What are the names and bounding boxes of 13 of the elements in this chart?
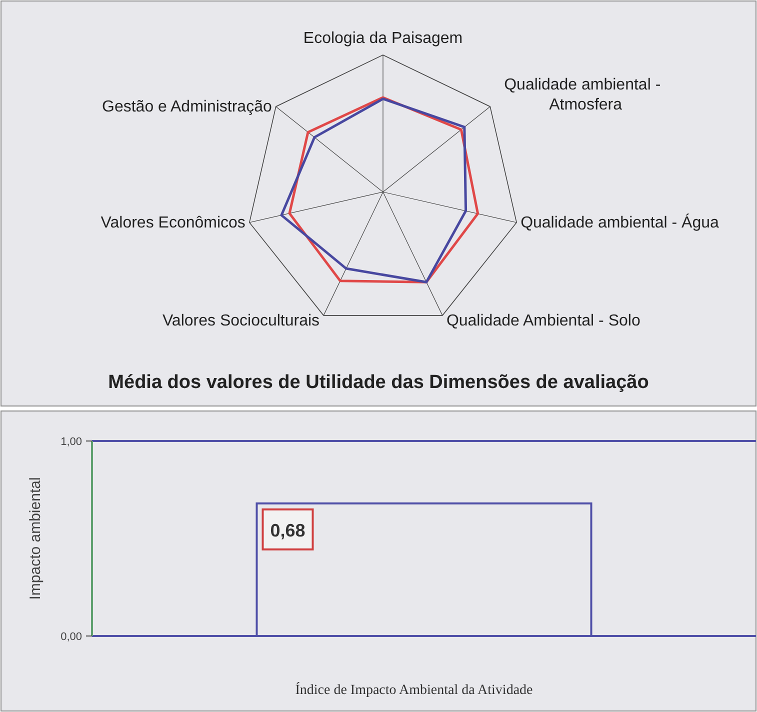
y-tick-label: 0,00	[60, 631, 82, 643]
spoke-label: Qualidade ambiental - Água	[520, 213, 720, 232]
spoke-label: Valores Econômicos	[100, 214, 246, 232]
spoke-label: Qualidade Ambiental - Solo	[446, 312, 640, 330]
spoke-label: Qualidade ambiental - Atmosfera	[504, 76, 661, 114]
spoke-label: Gestão e Administração	[102, 98, 272, 116]
data-label: 0,68	[270, 520, 306, 540]
spoke-label: Ecologia da Paisagem	[303, 30, 463, 47]
text: Média dos valores de Utilidade das Dimensões de avaliação	[108, 372, 649, 393]
spoke-label: Valores Socioculturais	[162, 312, 320, 330]
y-tick-label: 1,00	[60, 436, 82, 448]
y-axis-title: Impacto ambiental	[27, 477, 44, 600]
x-axis-title: Índice de Impacto Ambiental da Atividade	[295, 681, 533, 698]
